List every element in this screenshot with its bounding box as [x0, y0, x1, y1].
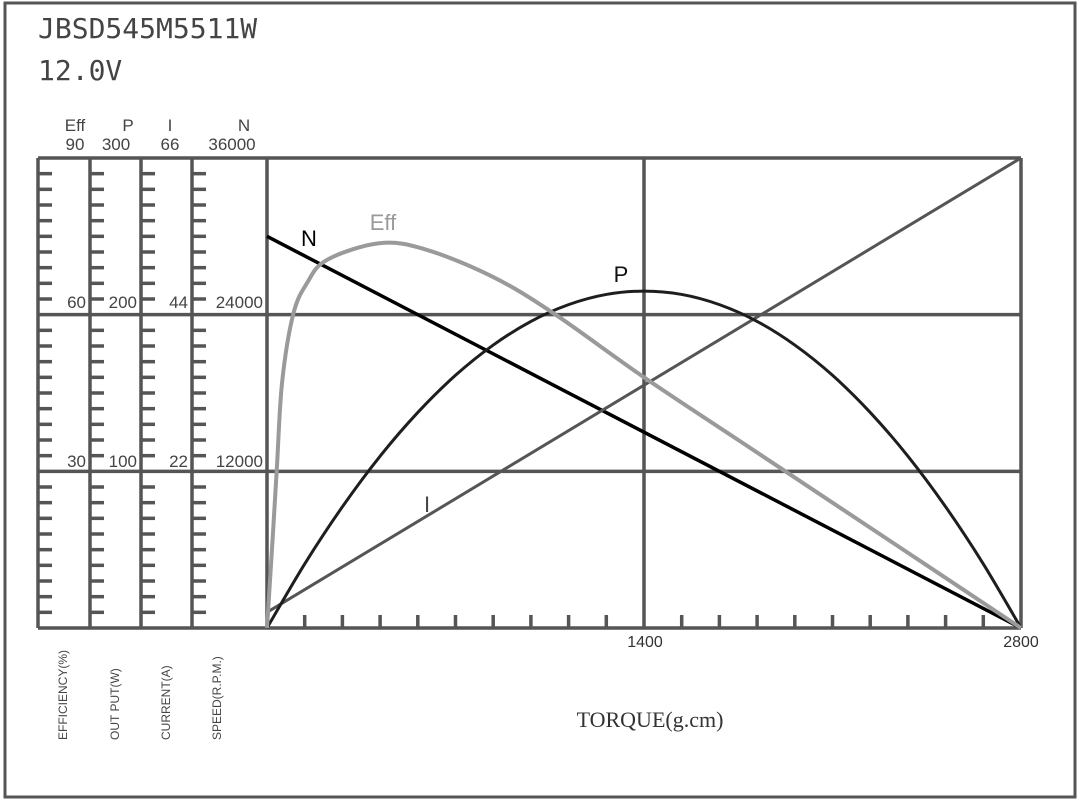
chart-title: JBSD545M5511W	[38, 12, 257, 45]
curve-eff	[265, 240, 1023, 630]
scale-tick-label: 100	[109, 452, 137, 471]
scale-header-n: N	[238, 116, 250, 135]
curve-p	[265, 289, 1023, 629]
outer-frame	[3, 1, 1077, 799]
grid	[38, 156, 1023, 630]
scale-tick-label: 24000	[216, 293, 263, 312]
scale-axis-label-i: CURRENT(A)	[159, 665, 173, 740]
series-label-p: P	[614, 262, 629, 287]
scale-header-p: P	[122, 116, 133, 135]
scale-axis-label-n: SPEED(R.P.M.)	[210, 656, 224, 740]
x-ticks	[302, 615, 986, 628]
x-axis-label: TORQUE(g.cm)	[577, 707, 724, 732]
x-tick-label-1400: 1400	[627, 634, 663, 651]
scale-tick-label: 12000	[216, 452, 263, 471]
series-label-eff: Eff	[370, 210, 397, 235]
scale-header-eff: Eff	[65, 116, 86, 135]
curve-i	[266, 156, 1022, 614]
x-tick-label-2800: 2800	[1003, 634, 1039, 651]
series-label-i: I	[424, 492, 430, 517]
curves	[265, 156, 1023, 630]
scale-tick-label: 200	[109, 293, 137, 312]
scale-tick-label: 30	[67, 452, 86, 471]
curve-n	[266, 234, 1022, 630]
scale-axis-label-eff: EFFICIENCY(%)	[56, 650, 70, 740]
chart-subtitle: 12.0V	[38, 54, 122, 87]
series-label-n: N	[301, 226, 317, 251]
scale-tick-label: 44	[169, 293, 188, 312]
scale-header-i: I	[168, 116, 173, 135]
scale-tick-label: 22	[169, 452, 188, 471]
scale-max-label: 36000	[208, 135, 255, 154]
scale-max-label: 300	[102, 135, 130, 154]
scale-max-label: 90	[66, 135, 85, 154]
scale-max-label: 66	[161, 135, 180, 154]
scale-tick-label: 60	[67, 293, 86, 312]
scale-axis-label-p: OUT PUT(W)	[108, 668, 122, 740]
